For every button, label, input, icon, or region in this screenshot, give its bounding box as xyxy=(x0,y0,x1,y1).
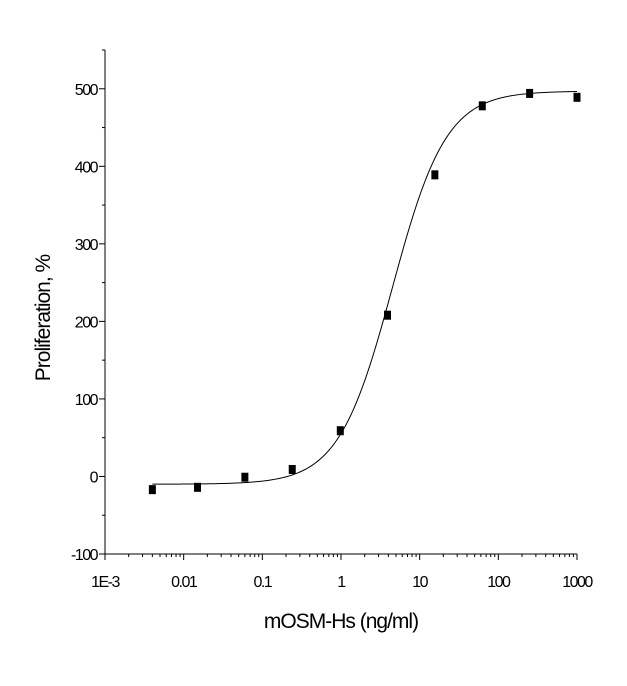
x-tick-label: 1 xyxy=(337,574,346,591)
x-tick-label: 1E-3 xyxy=(91,574,120,591)
y-tick-label: 0 xyxy=(90,469,99,486)
fit-curve xyxy=(152,91,578,485)
y-tick-label: 200 xyxy=(75,314,99,331)
y-tick-label: 300 xyxy=(75,237,99,254)
x-tick-label: 10 xyxy=(412,574,428,591)
data-point xyxy=(288,464,296,474)
data-point xyxy=(573,92,581,102)
y-ticks: -100 0 100 200 300 400 500 xyxy=(71,49,105,564)
data-point xyxy=(148,485,156,495)
data-point xyxy=(526,88,534,98)
data-point xyxy=(431,170,439,180)
y-tick-label: 500 xyxy=(75,82,99,99)
x-tick-label: 1000 xyxy=(562,574,593,591)
y-axis-title: Proliferation, % xyxy=(32,254,55,381)
y-axis: -100 0 100 200 300 400 500 Proliferation, % xyxy=(32,49,106,564)
data-point xyxy=(383,310,391,320)
data-point xyxy=(241,472,249,482)
data-point xyxy=(478,101,486,111)
data-point xyxy=(194,482,202,492)
data-point xyxy=(336,426,344,436)
x-tick-label: 0.1 xyxy=(253,574,272,591)
data-points xyxy=(148,88,581,495)
x-tick-label: 100 xyxy=(487,574,511,591)
x-tick-label: 0.01 xyxy=(171,574,198,591)
y-tick-label: 400 xyxy=(75,159,99,176)
x-ticks: 1E-3 0.01 0.1 1 10 100 1000 xyxy=(91,554,595,591)
x-axis: 1E-3 0.01 0.1 1 10 100 1000 mOSM-Hs (ng/ml) xyxy=(91,553,595,633)
y-tick-label: -100 xyxy=(71,547,99,564)
x-axis-title: mOSM-Hs (ng/ml) xyxy=(264,610,418,633)
y-tick-label: 100 xyxy=(75,392,99,409)
